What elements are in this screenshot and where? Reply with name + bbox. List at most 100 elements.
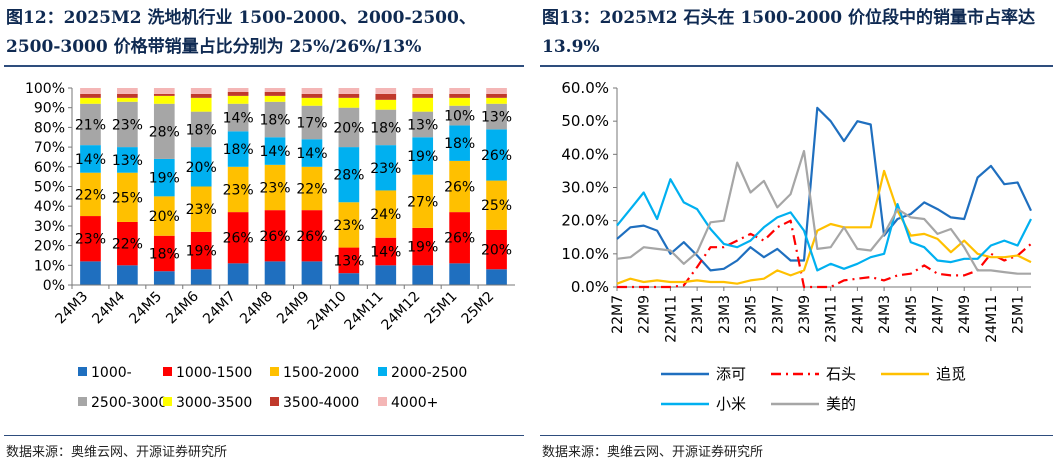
bar-segment <box>449 105 470 126</box>
data-label: 24% <box>370 207 401 223</box>
data-label: 26% <box>444 180 475 196</box>
data-label: 14% <box>259 144 290 160</box>
bar-segment <box>375 93 397 100</box>
bar-segment <box>486 180 507 230</box>
y-tick-label: 60.0% <box>561 79 609 97</box>
data-label: 23% <box>333 218 364 234</box>
bar-segment <box>338 273 360 285</box>
bar-segment <box>190 231 212 270</box>
bar-segment <box>412 174 434 228</box>
data-label: 21% <box>75 117 106 133</box>
x-tick-label: 24M1 <box>850 295 866 334</box>
x-tick-label: 22M9 <box>637 295 653 334</box>
bar-segment <box>412 111 434 138</box>
x-tick-label: 23M11 <box>824 295 840 343</box>
data-label: 28% <box>149 124 180 140</box>
bar-segment <box>449 97 470 106</box>
bar-segment <box>117 221 138 266</box>
data-label: 19% <box>149 171 180 187</box>
bar-segment <box>264 137 286 165</box>
bar-segment <box>301 166 323 211</box>
x-tick-label: 25M1 <box>1011 295 1027 334</box>
stacked-bar-chart: 0% 10% 20% 30% 40% 50% 60% 70% 80% 90% 100% 23% 22% 1… <box>25 81 515 411</box>
data-label: 27% <box>407 194 438 210</box>
bar-segment <box>449 88 470 94</box>
x-tick-label: 25M1 <box>422 289 461 328</box>
x-tick-label: 24M10 <box>305 289 350 334</box>
bar-segment <box>412 137 434 175</box>
series-line <box>616 106 1032 272</box>
bar-segment <box>486 269 507 285</box>
bar-segment <box>264 91 286 96</box>
data-label: 13% <box>112 153 143 169</box>
data-label: 26% <box>259 229 290 245</box>
x-tick-label: 24M5 <box>126 289 165 328</box>
data-label: 23% <box>259 180 290 196</box>
bar-segment <box>375 190 397 238</box>
legend-swatch <box>378 397 387 406</box>
bar-segment <box>375 145 397 191</box>
bar-segment <box>301 93 323 98</box>
bar-segment <box>190 186 212 232</box>
bar-segment <box>190 111 212 148</box>
bar-segment <box>190 147 212 187</box>
bar-segment <box>375 265 397 285</box>
data-label: 26% <box>223 231 254 247</box>
y-tick-label: 50% <box>34 180 65 196</box>
data-label: 19% <box>186 244 217 260</box>
legend-label: 4000+ <box>391 395 438 411</box>
data-label: 25% <box>112 190 143 206</box>
bar-segment <box>449 263 470 285</box>
bar-segment <box>338 107 360 148</box>
bar-segment <box>412 97 434 112</box>
bar-segment <box>117 172 138 222</box>
y-tick-label: 0% <box>43 278 65 294</box>
y-tick-label: 100% <box>25 81 65 97</box>
bar-segment <box>264 164 286 211</box>
x-tick-label: 25M2 <box>459 289 498 328</box>
y-tick-label: 90% <box>34 101 65 117</box>
data-label: 23% <box>370 161 401 177</box>
x-tick-label: 22M11 <box>663 295 679 343</box>
legend-label: 追觅 <box>936 365 966 383</box>
data-label: 22% <box>296 181 327 197</box>
bar-segment <box>153 93 175 96</box>
data-label: 19% <box>407 240 438 256</box>
x-tick-label: 24M6 <box>163 288 202 327</box>
legend-swatch <box>78 367 87 376</box>
bar-segment <box>80 88 101 94</box>
bar-segment <box>412 88 434 94</box>
x-tick-label: 23M3 <box>717 295 733 334</box>
right-figure-panel: 图13：2025M2 石头在 1500-2000 价位段中的销量市占率达 13.… <box>536 0 1057 467</box>
legend-label: 小米 <box>716 395 746 413</box>
bar-segment <box>449 93 470 98</box>
x-tick-label: 23M5 <box>744 295 760 334</box>
series-line <box>616 149 1031 275</box>
bar-segment <box>264 88 286 92</box>
left-source-rule <box>4 435 524 436</box>
bar-segment <box>375 88 397 94</box>
x-tick-label: 24M7 <box>200 289 239 328</box>
y-tick-label: 40.0% <box>561 145 609 163</box>
bar-segment <box>80 93 101 98</box>
legend-label: 添可 <box>716 365 746 383</box>
bar-segment <box>117 93 138 98</box>
x-tick-label: 24M12 <box>378 289 423 334</box>
bar-segment <box>227 166 249 213</box>
data-label: 17% <box>296 115 327 131</box>
bar-segment <box>338 202 360 248</box>
data-label: 13% <box>407 117 438 133</box>
bar-segment <box>153 158 175 197</box>
data-label: 10% <box>444 109 475 125</box>
bar-segment <box>117 97 138 102</box>
legend-label: 2000-2500 <box>391 365 467 381</box>
x-tick-label: 24M3 <box>877 295 893 334</box>
bar-segment <box>80 261 101 285</box>
legend-label: 1000- <box>91 365 132 381</box>
bar-segment <box>412 265 434 285</box>
data-label: 28% <box>333 168 364 184</box>
right-data-source: 数据来源：奥维云网、开源证券研究所 <box>542 445 764 460</box>
bar-segment <box>301 210 323 262</box>
data-label: 20% <box>186 160 217 176</box>
bar-segment <box>117 88 138 94</box>
